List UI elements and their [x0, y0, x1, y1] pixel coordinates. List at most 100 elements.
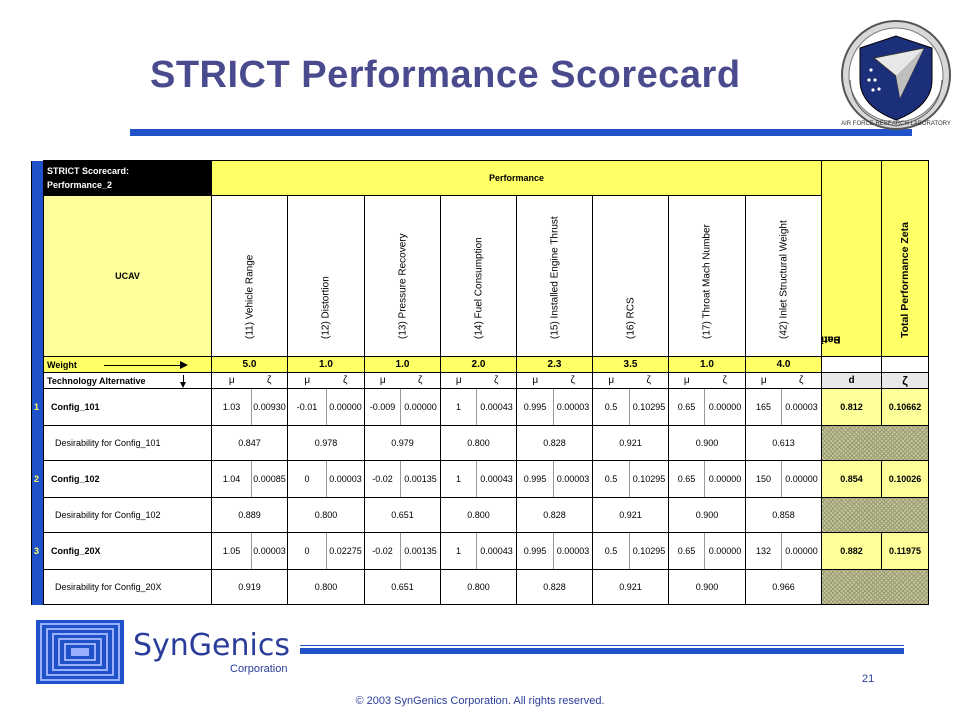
weight-value: 2.3 — [516, 356, 593, 373]
config-mu-value: 0.995 — [516, 460, 554, 498]
config-mu-value: 1 — [440, 532, 477, 570]
mu-symbol: μ — [287, 372, 327, 389]
column-header: (16) RCS — [592, 195, 669, 357]
config-row: 3 Config_20X 1.05 0.00003 0 0.02275 -0.02 0.001… — [31, 532, 930, 570]
config-zeta-value: 0.10295 — [629, 460, 669, 498]
column-header: (42) Inlet Structural Weight — [744, 195, 823, 357]
config-zeta-value: 0.00003 — [553, 388, 593, 426]
weight-value: 4.0 — [744, 356, 823, 373]
scorecard-table: STRICT Scorecard: Performance_2 Performan… — [31, 160, 930, 605]
column-header-label: (14) Fuel Consumption — [473, 237, 484, 339]
mu-symbol: μ — [592, 372, 630, 389]
config-zeta-total: 0.10662 — [881, 388, 930, 426]
config-index: 2 — [31, 460, 44, 498]
zeta-symbol: ζ — [704, 372, 746, 389]
desirability-value: 0.800 — [287, 497, 365, 533]
desirability-value: 0.900 — [668, 569, 746, 605]
desirability-label: Desirability for Config_102 — [43, 497, 212, 533]
d-symbol: d — [821, 372, 883, 389]
desirability-value: 0.800 — [287, 569, 365, 605]
zeta-symbol: ζ — [326, 372, 365, 389]
desirability-row: Desirability for Config_101 0.847 0.978 0.9… — [31, 425, 930, 461]
desirability-value: 0.921 — [592, 569, 669, 605]
weight-spacer — [881, 356, 930, 373]
weight-value: 2.0 — [440, 356, 517, 373]
config-index: 1 — [31, 388, 44, 426]
desirability-row: Desirability for Config_102 0.889 0.800 0.6… — [31, 497, 930, 533]
desirability-value: 0.847 — [211, 425, 288, 461]
config-zeta-value: 0.10295 — [629, 388, 669, 426]
desirability-row: Desirability for Config_20X 0.919 0.800 0.6… — [31, 569, 930, 605]
column-header: (11) Vehicle Range — [211, 195, 288, 357]
column-header-label: (11) Vehicle Range — [244, 254, 255, 339]
config-name: Config_102 — [43, 460, 212, 498]
row-gutter — [31, 569, 44, 605]
column-header-label: (15) Installed Engine Thrust — [549, 216, 560, 339]
zeta-symbol: ζ — [476, 372, 517, 389]
air-force-research-laboratory-seal-icon: AIR FORCE RESEARCH LABORATORY — [841, 20, 951, 130]
config-mu-value: -0.009 — [364, 388, 401, 426]
config-zeta-value: 0.00135 — [400, 532, 441, 570]
config-mu-value: 0.995 — [516, 532, 554, 570]
config-mu-value: 0 — [287, 532, 327, 570]
config-mu-value: -0.01 — [287, 388, 327, 426]
desirability-value: 0.919 — [211, 569, 288, 605]
column-header: (17) Throat Mach Number — [668, 195, 746, 357]
weight-arrow-icon — [104, 360, 188, 369]
desirability-value: 0.921 — [592, 497, 669, 533]
config-zeta-value: 0.00003 — [780, 388, 823, 426]
config-name: Config_101 — [43, 388, 212, 426]
config-zeta-value: 0.02275 — [326, 532, 365, 570]
scorecard-header-label: STRICT Scorecard: Performance_2 — [43, 160, 212, 196]
column-header-label: (16) RCS — [625, 297, 636, 339]
weight-value: 3.5 — [592, 356, 669, 373]
config-mu-value: 1.05 — [211, 532, 252, 570]
brand-name: SynGenics — [133, 628, 290, 663]
config-mu-value: 150 — [745, 460, 782, 498]
zeta-symbol: ζ — [629, 372, 669, 389]
config-row: 1 Config_101 1.03 0.00930 -0.01 0.00000 -0.009… — [31, 388, 930, 426]
config-zeta-value: 0.00000 — [704, 460, 746, 498]
column-header: (12) Distortion — [287, 195, 365, 357]
psi-header: PerformanceSatisfaction Index — [821, 160, 883, 357]
desirability-value: 0.800 — [440, 497, 517, 533]
scorecard-spreadsheet: STRICT Scorecard: Performance_2 Performan… — [31, 160, 930, 610]
mu-symbol: μ — [364, 372, 401, 389]
desirability-value: 0.900 — [668, 425, 746, 461]
config-zeta-value: 0.00003 — [553, 460, 593, 498]
config-zeta-total: 0.10026 — [881, 460, 930, 498]
performance-group-header: Performance — [210, 160, 823, 196]
config-index: 3 — [31, 532, 44, 570]
config-mu-value: 0.65 — [668, 460, 705, 498]
desirability-value: 0.900 — [668, 497, 746, 533]
column-header: (14) Fuel Consumption — [440, 195, 517, 357]
config-mu-value: 0.65 — [668, 532, 705, 570]
config-mu-value: 0.5 — [592, 532, 630, 570]
config-zeta-value: 0.00043 — [476, 532, 517, 570]
mu-symbol: μ — [668, 372, 705, 389]
weight-value: 1.0 — [287, 356, 365, 373]
desirability-value: 0.800 — [440, 425, 517, 461]
zeta-symbol: ζ — [251, 372, 288, 389]
config-zeta-value: 0.00043 — [476, 460, 517, 498]
mu-symbol: μ — [440, 372, 477, 389]
config-psi-value: 0.812 — [821, 388, 883, 426]
total-performance-zeta-header: Total Performance Zeta — [881, 160, 930, 357]
column-header-label: (12) Distortion — [320, 276, 332, 339]
config-mu-value: 0.5 — [592, 460, 630, 498]
row-gutter — [31, 425, 44, 461]
page-number: 21 — [862, 673, 875, 685]
desirability-value: 0.800 — [440, 569, 517, 605]
weight-value: 1.0 — [364, 356, 441, 373]
desirability-value: 0.828 — [516, 569, 593, 605]
column-header-label: (13) Pressure Recovery — [397, 233, 408, 339]
weight-spacer — [821, 356, 883, 373]
desirability-label: Desirability for Config_101 — [43, 425, 212, 461]
config-zeta-value: 0.00000 — [780, 532, 823, 570]
mu-symbol: μ — [516, 372, 554, 389]
config-name: Config_20X — [43, 532, 212, 570]
column-header-label: (17) Throat Mach Number — [701, 224, 713, 339]
config-mu-value: -0.02 — [364, 532, 401, 570]
technology-alternative-label: Technology Alternative — [43, 372, 212, 389]
copyright-notice: © 2003 SynGenics Corporation. All rights… — [355, 695, 605, 707]
